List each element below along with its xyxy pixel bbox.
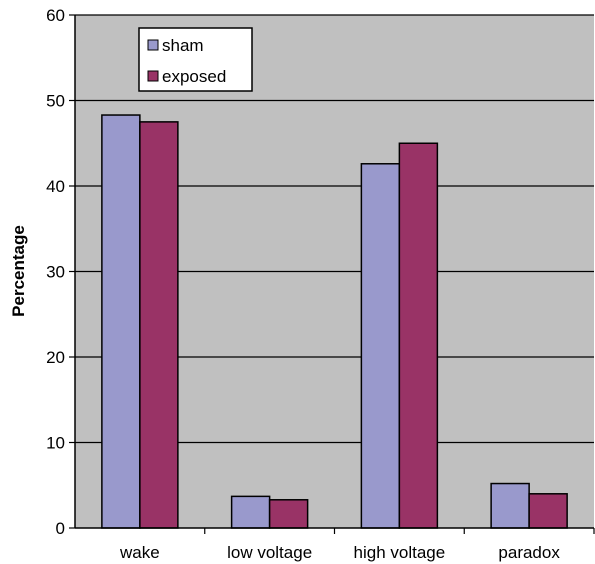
- legend: sham exposed: [138, 27, 253, 92]
- bar-exposed: [268, 499, 309, 529]
- legend-label-exposed: exposed: [162, 67, 226, 86]
- y-tick-label: 30: [46, 263, 65, 282]
- legend-label-sham: sham: [162, 36, 204, 55]
- bar-exposed: [139, 121, 179, 529]
- y-tick-label: 0: [56, 519, 65, 538]
- y-tick-label: 20: [46, 348, 65, 367]
- bar-exposed: [528, 493, 568, 529]
- legend-swatch-exposed: [147, 70, 159, 82]
- x-tick-label: paradox: [498, 543, 560, 562]
- y-tick-label: 50: [46, 92, 65, 111]
- x-tick-label: wake: [119, 543, 160, 562]
- y-tick-label: 40: [46, 177, 65, 196]
- y-tick-label: 60: [46, 6, 65, 25]
- x-tick-label: high voltage: [354, 543, 446, 562]
- bar-exposed: [398, 142, 439, 529]
- bar-sham: [490, 482, 530, 529]
- y-tick-label: 10: [46, 434, 65, 453]
- y-ticks: 0 10 20 30 40 50 60: [46, 6, 75, 538]
- bar-sham: [360, 163, 401, 529]
- legend-swatch-sham: [147, 39, 159, 51]
- y-axis-title: Percentage: [9, 225, 28, 317]
- bar-sham: [230, 495, 271, 529]
- x-ticks: wake low voltage high voltage paradox: [119, 528, 595, 562]
- x-tick-label: low voltage: [227, 543, 312, 562]
- bar-sham: [101, 114, 141, 529]
- bars: [101, 114, 568, 529]
